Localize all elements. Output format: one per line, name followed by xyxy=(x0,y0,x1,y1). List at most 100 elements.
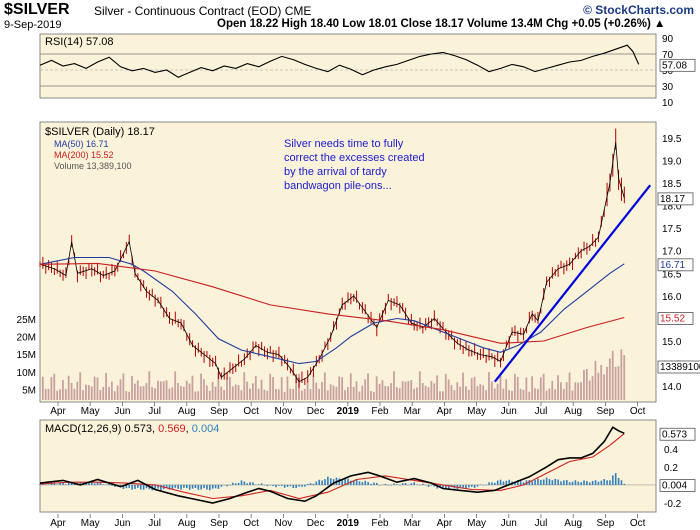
price-month-label-Feb: Feb xyxy=(371,406,389,417)
macd-histogram-bar xyxy=(594,480,597,485)
volume-bar xyxy=(306,380,309,400)
macd-panel: 0.40.20.0-0.2 MACD(12,26,9) 0.573, 0.569… xyxy=(39,419,682,513)
volume-legend: Volume 13,389,100 xyxy=(54,161,132,171)
volume-bar xyxy=(205,385,208,400)
volume-bar xyxy=(50,377,53,400)
price-tick-17.5: 17.5 xyxy=(662,224,682,235)
price-month-label-May: May xyxy=(467,406,486,417)
volume-bar xyxy=(441,391,444,400)
volume-bar xyxy=(479,384,482,400)
volume-bar xyxy=(275,388,277,400)
volume-bar xyxy=(433,383,436,400)
volume-bar xyxy=(145,383,148,400)
macd-histogram-bar xyxy=(338,478,341,485)
price-tick-16.5: 16.5 xyxy=(662,269,682,280)
symbol-description: Silver - Continuous Contract (EOD) CME xyxy=(94,4,312,18)
volume-bar xyxy=(560,382,562,400)
volume-bar xyxy=(390,383,392,400)
macd-month-label-Jun: Jun xyxy=(501,518,517,529)
rsi-tick-90: 90 xyxy=(662,34,674,45)
volume-bar xyxy=(620,349,623,400)
chart-header: $SILVER Silver - Continuous Contract (EO… xyxy=(0,0,700,34)
macd-histogram-bar xyxy=(525,480,528,485)
macd-histogram-bar xyxy=(295,484,297,489)
volume-bar xyxy=(516,376,519,400)
macd-month-label-Sep: Sep xyxy=(210,518,228,529)
volume-bar xyxy=(467,389,470,400)
volume-bar xyxy=(608,358,611,400)
macd-histogram-bar xyxy=(289,484,292,487)
volume-bar xyxy=(439,391,441,400)
volume-bar xyxy=(64,388,67,400)
volume-bar xyxy=(312,375,315,400)
macd-histogram-bar xyxy=(165,484,168,489)
macd-month-label-Jul: Jul xyxy=(148,518,161,529)
macd-histogram-bar xyxy=(211,484,214,489)
volume-bar xyxy=(361,385,364,400)
macd-histogram-bar xyxy=(623,483,626,485)
macd-histogram-bar xyxy=(70,482,73,485)
volume-bar xyxy=(499,376,502,400)
volume-bar xyxy=(286,376,289,400)
volume-value-label-box xyxy=(657,360,700,374)
macd-histogram-bar xyxy=(96,481,99,485)
macd-histogram-bar xyxy=(168,484,171,490)
macd-histogram-bar xyxy=(422,483,424,485)
macd-histogram-bar xyxy=(600,480,603,485)
macd-histogram-bar xyxy=(157,484,159,489)
macd-histogram-bar xyxy=(430,484,433,486)
macd-histogram-bar xyxy=(612,475,614,485)
macd-histogram-bar xyxy=(292,484,295,488)
macd-histogram-bar xyxy=(442,484,444,488)
price-month-label-May: May xyxy=(81,406,100,417)
rsi-line xyxy=(39,44,640,78)
volume-bar xyxy=(418,371,421,400)
macd-histogram-bar xyxy=(534,479,536,485)
volume-bar xyxy=(300,390,303,400)
price-month-label-Jul: Jul xyxy=(535,406,548,417)
macd-histogram-bar xyxy=(393,483,395,485)
volume-bar xyxy=(177,383,179,400)
price-line xyxy=(39,142,625,383)
volume-bar xyxy=(292,389,295,400)
macd-histogram-bar xyxy=(574,480,577,485)
volume-bar xyxy=(85,384,87,400)
macd-panel-frame xyxy=(39,419,657,513)
price-panel: 19.519.018.518.017.517.016.516.015.515.0… xyxy=(17,121,682,403)
macd-histogram-bar xyxy=(580,482,582,485)
macd-histogram-bar xyxy=(508,479,510,485)
volume-bar xyxy=(323,372,326,400)
macd-histogram-bar xyxy=(304,484,306,487)
macd-histogram-bar xyxy=(352,480,355,485)
macd-histogram-bar xyxy=(232,482,234,485)
source-credit: © StockCharts.com xyxy=(583,3,694,17)
volume-bar xyxy=(168,388,171,400)
volume-bar xyxy=(260,379,263,400)
volume-bar xyxy=(329,384,332,400)
macd-histogram-bar xyxy=(614,473,617,485)
rsi-tick-10: 10 xyxy=(662,98,674,109)
macd-histogram-bar xyxy=(609,480,611,485)
macd-histogram-bar xyxy=(617,478,620,485)
macd-histogram-bar xyxy=(603,479,605,485)
volume-bar xyxy=(364,379,367,400)
volume-bar xyxy=(185,380,188,400)
volume-bar xyxy=(473,376,476,400)
volume-bar xyxy=(315,382,318,400)
macd-histogram-bar xyxy=(114,484,116,487)
annotation-line-2: correct the excesses created xyxy=(284,152,425,164)
macd-histogram-bar xyxy=(203,484,205,489)
volume-bar xyxy=(580,382,582,400)
macd-histogram-bar xyxy=(447,484,450,489)
volume-bar xyxy=(56,390,59,400)
volume-bar xyxy=(82,390,84,400)
volume-bar xyxy=(102,386,105,400)
macd-histogram-bar xyxy=(263,484,266,486)
volume-bar xyxy=(240,390,243,400)
macd-histogram-bar xyxy=(171,484,174,490)
volume-bar xyxy=(280,377,283,400)
volume-bar xyxy=(341,377,344,400)
volume-bar xyxy=(614,366,617,400)
volume-bar xyxy=(462,372,464,400)
macd-histogram-bar xyxy=(473,484,476,488)
